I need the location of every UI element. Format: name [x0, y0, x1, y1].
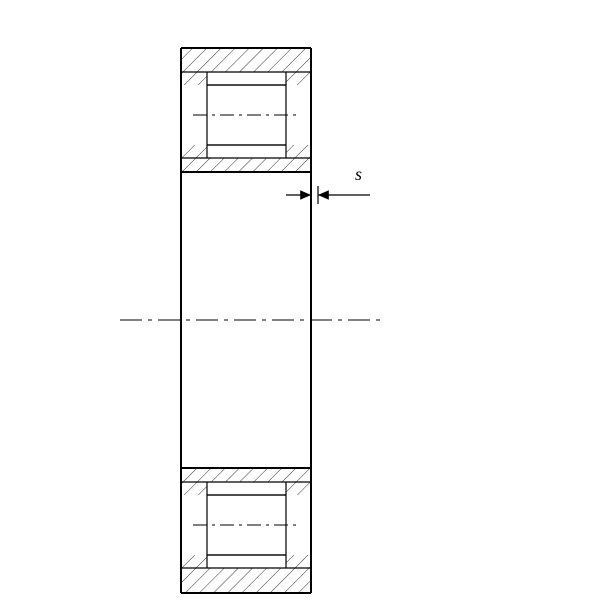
gap-label: s [355, 164, 362, 184]
bearing-section-diagram: s [0, 0, 600, 600]
